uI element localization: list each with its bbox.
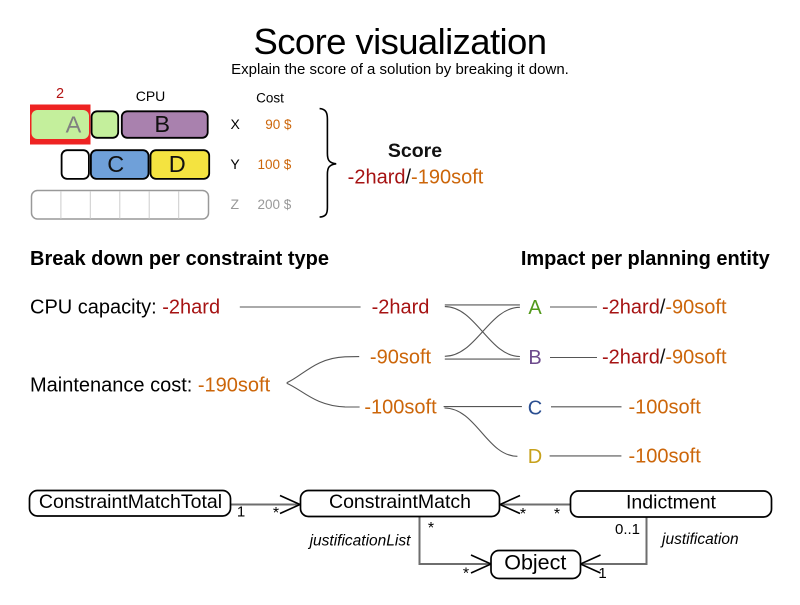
svg-text:-100soft: -100soft	[629, 396, 702, 418]
svg-text:-2hard/-190soft: -2hard/-190soft	[348, 167, 484, 189]
svg-text:D: D	[528, 446, 542, 468]
svg-text:*: *	[428, 520, 434, 537]
svg-text:C: C	[528, 397, 542, 419]
svg-text:-100soft: -100soft	[364, 396, 437, 418]
svg-text:90 $: 90 $	[265, 117, 292, 132]
svg-text:ConstraintMatch: ConstraintMatch	[329, 491, 471, 513]
svg-text:0..1: 0..1	[615, 521, 640, 538]
svg-text:Score: Score	[388, 140, 442, 162]
svg-text:A: A	[66, 111, 82, 137]
svg-text:ConstraintMatchTotal: ConstraintMatchTotal	[39, 491, 222, 513]
svg-text:D: D	[169, 151, 186, 177]
svg-text:Score visualization: Score visualization	[254, 21, 547, 62]
svg-text:Object: Object	[504, 550, 566, 574]
svg-text:B: B	[528, 347, 541, 369]
svg-text:-90soft: -90soft	[370, 346, 432, 368]
svg-text:justification: justification	[660, 531, 739, 548]
svg-text:A: A	[528, 297, 542, 319]
svg-text:CPU: CPU	[136, 88, 166, 104]
svg-text:1: 1	[237, 504, 245, 521]
svg-text:100 $: 100 $	[258, 157, 292, 172]
svg-text:-2hard: -2hard	[372, 296, 430, 318]
svg-text:Cost: Cost	[256, 90, 284, 105]
svg-text:Break down per constraint type: Break down per constraint type	[30, 248, 329, 270]
svg-text:CPU capacity: -2hard: CPU capacity: -2hard	[30, 296, 220, 318]
svg-text:Explain the score of a solutio: Explain the score of a solution by break…	[231, 61, 569, 78]
svg-text:-2hard/-90soft: -2hard/-90soft	[602, 296, 727, 318]
svg-text:-2hard/-90soft: -2hard/-90soft	[602, 346, 727, 368]
svg-text:2: 2	[56, 86, 64, 102]
svg-text:1: 1	[598, 565, 606, 582]
svg-text:B: B	[154, 111, 170, 137]
svg-text:*: *	[273, 505, 279, 522]
svg-text:Maintenance cost: -190soft: Maintenance cost: -190soft	[30, 374, 271, 396]
svg-text:*: *	[554, 506, 560, 523]
svg-text:Indictment: Indictment	[626, 492, 717, 514]
svg-text:200 $: 200 $	[258, 197, 292, 212]
svg-text:Y: Y	[230, 156, 240, 172]
svg-text:Impact per planning entity: Impact per planning entity	[521, 248, 771, 270]
svg-text:C: C	[107, 151, 124, 177]
svg-text:*: *	[463, 566, 469, 583]
svg-text:*: *	[520, 506, 526, 523]
svg-text:Z: Z	[231, 196, 240, 212]
svg-text:X: X	[231, 116, 241, 132]
svg-text:justificationList: justificationList	[308, 533, 411, 550]
svg-text:-100soft: -100soft	[629, 446, 702, 468]
